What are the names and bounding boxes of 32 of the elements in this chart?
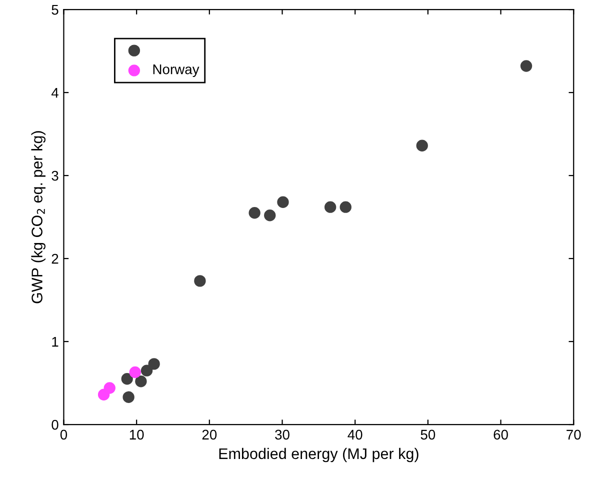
point [148, 358, 160, 370]
x-tick-label: 60 [494, 430, 508, 440]
x-tick-label: 10 [130, 430, 144, 440]
point [140, 364, 153, 376]
x-axis-title: Embodied energy (MJ per kg) [219, 448, 418, 462]
y-tick-label: 2 [52, 254, 58, 264]
point [129, 366, 141, 378]
x-tick-label: 0 [60, 430, 68, 440]
point [324, 201, 336, 213]
x-tick-label: 70 [566, 430, 581, 440]
point [122, 391, 134, 403]
point [135, 376, 147, 388]
y-tick-label: 5 [52, 5, 58, 15]
x-tick-label: 50 [420, 430, 436, 440]
point [248, 207, 260, 219]
legend-label: Norway [153, 64, 200, 77]
point [194, 275, 206, 287]
point [104, 382, 116, 394]
x-tick-label: 30 [275, 430, 290, 440]
y-tick-label: 0 [52, 420, 58, 430]
point [416, 140, 428, 152]
point [121, 373, 133, 385]
y-axis-title: GWP (kg CO$_{2}$ eq. per kg) [31, 131, 46, 304]
y-tick-label: 1 [52, 337, 58, 347]
point [520, 60, 532, 72]
point [340, 201, 352, 213]
point [264, 210, 276, 222]
y-tick-label: 4 [51, 88, 58, 98]
x-tick-label: 20 [202, 430, 217, 440]
x-tick-label: 40 [348, 430, 362, 440]
y-tick-label: 3 [52, 170, 58, 181]
point [277, 196, 289, 208]
